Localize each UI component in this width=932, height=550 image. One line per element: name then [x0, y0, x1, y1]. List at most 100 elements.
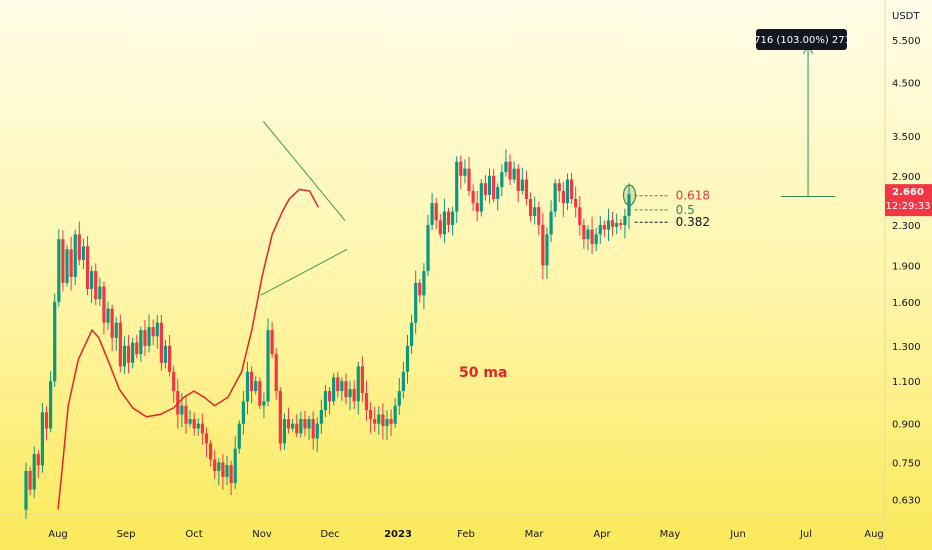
candle-body: [463, 168, 467, 176]
candle-body: [118, 322, 122, 367]
current-price-tag-background: [885, 184, 932, 217]
candle-body: [541, 224, 545, 266]
candle-body: [569, 179, 574, 199]
candle-body: [282, 419, 287, 444]
candle-body: [582, 224, 586, 240]
projection-tag-background: [756, 29, 847, 50]
candle-body: [459, 161, 463, 176]
candle-body: [455, 161, 459, 212]
price-tick-label: 0.630: [892, 495, 921, 506]
candle-body: [250, 371, 254, 392]
projection-tag-label: 2.716 (103.00%) 2716: [745, 35, 858, 46]
candle-body: [590, 229, 594, 245]
candle-body: [438, 220, 442, 235]
candle-body: [360, 366, 364, 394]
candle-body: [139, 330, 143, 355]
time-tick-label: Feb: [457, 529, 475, 540]
candle-body: [586, 229, 590, 240]
candle-body: [213, 459, 217, 472]
candle-body: [574, 198, 578, 208]
countdown-timer: 12:29:33: [886, 201, 931, 212]
price-tick-label: 2.300: [892, 221, 921, 232]
candle-body: [561, 190, 565, 204]
candle-body: [237, 423, 241, 449]
candle-body: [483, 183, 488, 195]
candle-body: [126, 345, 131, 363]
price-tick-label: 4.500: [892, 79, 921, 90]
candle-body: [122, 345, 127, 367]
candle-body: [295, 423, 299, 434]
candle-body: [184, 405, 188, 424]
candle-body: [467, 168, 471, 191]
price-tick-label: 1.600: [892, 298, 921, 309]
candle-body: [114, 322, 118, 338]
candle-body: [307, 419, 311, 429]
candle-body: [32, 454, 36, 490]
candle-body: [422, 271, 426, 296]
currency-label: USDT: [892, 11, 920, 22]
candle-body: [204, 433, 209, 444]
candle-body: [500, 172, 504, 188]
candle-body: [397, 391, 401, 406]
candle-body: [192, 419, 196, 429]
candle-body: [28, 471, 32, 490]
candle-body: [258, 381, 262, 406]
time-tick-label: Oct: [185, 529, 202, 540]
candle-body: [377, 414, 381, 424]
candle-body: [508, 161, 512, 180]
time-tick-label: May: [660, 529, 681, 540]
candle-body: [606, 220, 611, 230]
candle-body: [291, 423, 295, 429]
fib-label: 0.618: [676, 189, 710, 203]
candle-body: [73, 234, 77, 277]
candle-body: [53, 301, 57, 382]
candle-body: [610, 220, 615, 227]
candlestick-series: [24, 149, 631, 519]
candle-body: [266, 330, 270, 402]
candle-body: [352, 389, 356, 402]
candle-body: [393, 405, 397, 424]
price-tick-label: 1.900: [892, 261, 921, 272]
candle-body: [163, 345, 168, 363]
candle-body: [430, 203, 434, 225]
candle-body: [594, 234, 598, 245]
candle-body: [409, 322, 414, 346]
time-tick-label: Mar: [525, 529, 545, 540]
time-tick-label: 2023: [384, 529, 412, 540]
candle-body: [106, 308, 110, 323]
candle-body: [504, 161, 508, 173]
candle-body: [598, 224, 602, 235]
time-tick-label: Nov: [252, 529, 272, 540]
candle-body: [24, 471, 28, 510]
candle-body: [565, 179, 570, 204]
price-tick-label: 2.900: [892, 172, 921, 183]
candle-body: [270, 330, 274, 355]
candle-body: [528, 198, 533, 216]
time-axis[interactable]: Aug Sep Oct Nov Dec 2023 Feb Mar Apr May Jun Jul Aug: [48, 529, 884, 540]
candle-body: [319, 410, 323, 424]
price-axis[interactable]: 5.500 4.500 3.500 2.900 2.300 1.900 1.600 1.300…: [892, 36, 921, 506]
candle-body: [196, 423, 200, 429]
time-tick-label: Jul: [799, 529, 812, 540]
candle-body: [57, 239, 61, 302]
candle-body: [167, 345, 172, 372]
candle-body: [344, 381, 348, 398]
candle-body: [340, 381, 344, 392]
candle-body: [533, 207, 537, 216]
candle-body: [520, 179, 524, 191]
candle-body: [180, 405, 184, 415]
fib-label: 0.382: [676, 215, 710, 229]
candle-body: [44, 412, 49, 429]
candle-body: [147, 327, 151, 346]
candle-body: [549, 211, 553, 235]
current-price-tag: 2.660 12:29:33: [885, 184, 932, 217]
candle-body: [623, 215, 627, 225]
candle-body: [492, 175, 496, 199]
time-tick-label: Apr: [593, 529, 611, 540]
candle-body: [553, 183, 557, 212]
candle-body: [446, 211, 451, 225]
candle-body: [602, 224, 606, 230]
